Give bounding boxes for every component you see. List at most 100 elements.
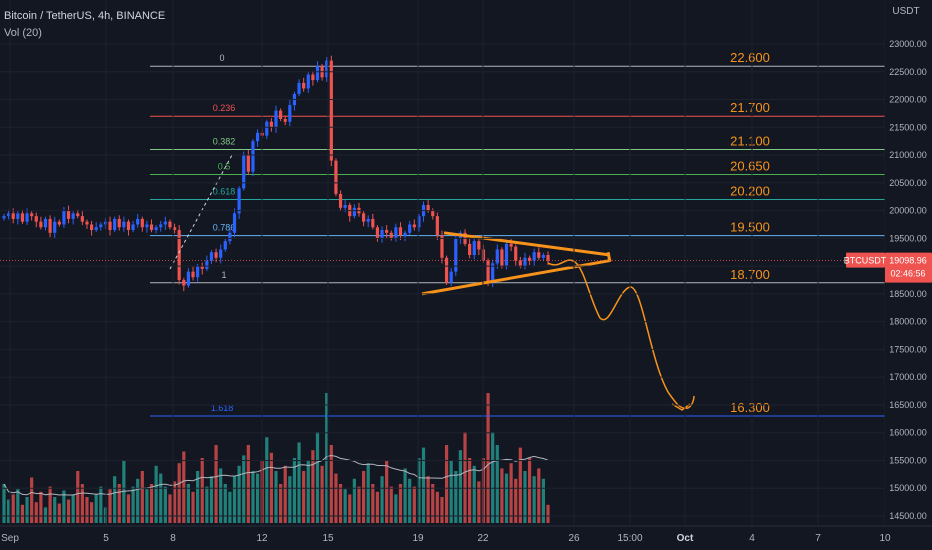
candle-body — [361, 213, 366, 222]
y-tick-label: 15500.00 — [889, 455, 927, 465]
volume-bar — [196, 471, 200, 523]
candle-body — [186, 271, 191, 286]
volume-bar — [145, 489, 149, 523]
volume-bar — [357, 486, 361, 523]
candle-body — [168, 221, 172, 228]
candle-body — [159, 224, 163, 228]
fib-price-label: 20.200 — [730, 183, 770, 198]
candle-body — [486, 260, 490, 283]
candle-body — [472, 241, 476, 256]
candle-body — [94, 227, 98, 231]
candle-body — [274, 110, 278, 128]
volume-bar — [306, 460, 310, 523]
candle-body — [352, 207, 356, 217]
y-tick-label: 14500.00 — [889, 511, 927, 521]
y-tick-label: 15000.00 — [889, 483, 927, 493]
y-tick-label: 21500.00 — [889, 122, 927, 132]
volume-bar — [352, 478, 356, 523]
candle-body — [85, 221, 89, 225]
projection-path — [547, 259, 695, 410]
volume-bar — [454, 471, 458, 523]
candle-body — [408, 224, 412, 233]
candle-body — [431, 210, 435, 217]
candle-body — [371, 218, 375, 228]
time-axis — [0, 526, 932, 550]
candle-body — [334, 160, 338, 194]
x-tick-label: 4 — [749, 533, 755, 544]
volume-bar — [232, 476, 237, 523]
volume-bar — [426, 476, 430, 523]
candle-body — [80, 216, 84, 222]
candle-body — [228, 232, 232, 242]
candle-body — [532, 252, 536, 261]
volume-bar — [57, 503, 61, 523]
candle-body — [269, 121, 273, 128]
price-tag-value: 19098.96 — [889, 256, 927, 266]
volume-bar — [214, 445, 218, 523]
candle-body — [62, 210, 66, 225]
candle-body — [338, 193, 343, 208]
symbol-tag-label: BTCUSDT — [844, 256, 887, 266]
candle-body — [403, 232, 407, 236]
y-tick-label: 18000.00 — [889, 317, 927, 327]
volume-bar — [53, 497, 57, 523]
volume-bar — [140, 471, 144, 523]
volume-bar — [541, 478, 545, 523]
y-tick-label: 20500.00 — [889, 178, 927, 188]
candle-body — [477, 241, 481, 250]
volume-bar — [518, 447, 522, 523]
y-tick-label: 22500.00 — [889, 67, 927, 77]
candle-body — [20, 213, 25, 222]
fib-price-label: 19.500 — [730, 220, 770, 235]
candle-body — [145, 224, 149, 228]
volume-bar — [348, 494, 352, 523]
candle-body — [426, 205, 430, 211]
fib-trend-line — [169, 154, 233, 270]
volume-bar — [76, 471, 80, 523]
volume-bar — [62, 490, 66, 523]
volume-bar — [191, 491, 195, 523]
fib-ratio-label: 0.236 — [213, 103, 236, 113]
y-tick-label: 23000.00 — [889, 39, 927, 49]
projection-arrowhead — [671, 403, 691, 411]
fib-ratio-label: 1.618 — [211, 403, 234, 413]
volume-bar — [94, 494, 98, 523]
candle-body — [11, 213, 15, 219]
candle-body — [546, 255, 550, 261]
volume-bar — [444, 445, 449, 523]
candle-body — [343, 205, 347, 208]
volume-bar — [283, 465, 287, 523]
candle-body — [279, 110, 283, 119]
y-tick-label: 21000.00 — [889, 150, 927, 160]
volume-bar — [186, 484, 191, 523]
volume-bar — [440, 497, 444, 523]
x-tick-label: 12 — [256, 533, 268, 544]
fib-price-label: 20.650 — [730, 158, 770, 173]
candle-body — [131, 224, 135, 231]
volume-bar — [389, 486, 393, 523]
y-tick-label: 17500.00 — [889, 344, 927, 354]
volume-bar — [30, 477, 34, 523]
volume-bar — [246, 445, 250, 523]
volume-bar — [371, 484, 375, 523]
fib-ratio-label: 1 — [221, 270, 226, 280]
volume-bar — [80, 484, 84, 523]
candle-body — [89, 224, 94, 231]
volume-bar — [16, 489, 20, 523]
volume-bar — [168, 494, 172, 523]
chart-title: Bitcoin / TetherUS, 4h, BINANCE — [4, 10, 166, 22]
volume-bar — [113, 476, 117, 523]
candle-body — [99, 224, 103, 228]
candle-body — [518, 260, 522, 267]
volume-bar — [228, 491, 232, 523]
candle-body — [113, 218, 117, 231]
candle-body — [523, 257, 527, 267]
volume-bar — [182, 451, 186, 523]
volume-bar — [449, 460, 453, 523]
fib-price-label: 16.300 — [730, 400, 770, 415]
candle-body — [468, 243, 472, 256]
volume-bar — [435, 491, 439, 523]
candle-body — [329, 60, 333, 161]
volume-bar — [274, 471, 278, 523]
